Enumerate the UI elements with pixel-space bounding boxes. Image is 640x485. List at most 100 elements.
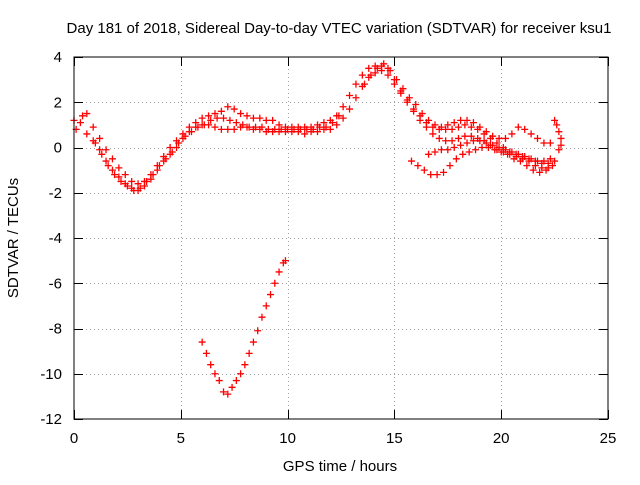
data-point (198, 338, 206, 346)
data-point (555, 146, 563, 154)
data-point (476, 123, 484, 131)
data-point (425, 116, 433, 124)
data-point (446, 162, 454, 170)
data-point (454, 123, 462, 131)
data-point (207, 116, 215, 124)
data-series (198, 257, 289, 398)
data-point (437, 146, 445, 154)
data-point (425, 150, 433, 158)
data-point (296, 125, 304, 133)
data-point (339, 103, 347, 111)
data-point (108, 155, 116, 163)
data-point (482, 139, 490, 147)
data-point (314, 128, 322, 136)
data-point (529, 166, 537, 174)
data-point (262, 116, 270, 124)
data-point (271, 125, 279, 133)
data-point (252, 123, 260, 131)
data-point (239, 121, 247, 129)
data-point (220, 388, 228, 396)
data-point (245, 123, 253, 131)
x-tick-label: 0 (70, 430, 78, 447)
data-point (454, 134, 462, 142)
data-point (544, 159, 552, 167)
data-point (187, 128, 195, 136)
data-point (457, 141, 465, 149)
data-point (463, 139, 471, 147)
data-point (215, 377, 223, 385)
data-point (352, 94, 360, 102)
data-point (557, 141, 565, 149)
data-point (557, 134, 565, 142)
data-point (149, 171, 157, 179)
data-point (202, 349, 210, 357)
data-point (427, 171, 435, 179)
data-point (249, 114, 257, 122)
data-point (371, 69, 379, 77)
data-point (461, 121, 469, 129)
data-point (346, 105, 354, 113)
data-point (440, 168, 448, 176)
data-point (200, 121, 208, 129)
data-point (546, 155, 554, 163)
data-point (262, 302, 270, 310)
data-point (271, 279, 279, 287)
data-point (102, 146, 110, 154)
data-point (491, 146, 499, 154)
data-point (540, 157, 548, 165)
x-tick-label: 20 (493, 430, 510, 447)
data-point (264, 125, 272, 133)
data-point (431, 121, 439, 129)
data-point (117, 177, 125, 185)
data-point (444, 121, 452, 129)
data-point (267, 291, 275, 299)
data-point (510, 155, 518, 163)
data-point (527, 130, 535, 138)
data-point (237, 370, 245, 378)
data-point (384, 71, 392, 79)
y-axis-label: SDTVAR / TECUs (5, 178, 22, 298)
data-point (326, 125, 334, 133)
data-point (309, 125, 317, 133)
data-point (130, 186, 138, 194)
data-point (463, 116, 471, 124)
data-point (358, 71, 366, 79)
y-tick-label: 0 (54, 140, 62, 157)
data-point (258, 123, 266, 131)
x-tick-label: 25 (600, 430, 617, 447)
data-point (521, 125, 529, 133)
data-point (380, 60, 388, 68)
data-point (452, 155, 460, 163)
data-point (360, 80, 368, 88)
data-point (166, 144, 174, 151)
data-point (241, 361, 249, 369)
data-point (527, 155, 535, 163)
data-point (495, 144, 503, 151)
data-point (339, 114, 347, 122)
y-tick-labels: -12 -10 -8 -6 -4 -2 0 2 4 (40, 49, 62, 428)
data-point (277, 125, 285, 133)
data-point (192, 119, 200, 127)
data-point (482, 128, 490, 136)
data-point (489, 141, 497, 149)
data-point (429, 130, 437, 138)
data-point (448, 125, 456, 133)
data-point (211, 110, 219, 118)
data-point (284, 125, 292, 133)
data-point (194, 123, 202, 131)
data-points (70, 60, 565, 398)
data-point (254, 327, 262, 335)
data-point (373, 64, 381, 72)
data-point (504, 150, 512, 158)
data-point (489, 132, 497, 140)
data-point (476, 137, 484, 145)
data-point (546, 139, 554, 147)
data-point (521, 153, 529, 161)
data-point (115, 173, 123, 181)
data-series (360, 60, 554, 147)
chart-title: Day 181 of 2018, Sidereal Day-to-day VTE… (67, 20, 612, 37)
data-series (91, 112, 343, 194)
data-point (111, 171, 119, 179)
x-tick-label: 10 (279, 430, 296, 447)
data-point (79, 112, 87, 120)
